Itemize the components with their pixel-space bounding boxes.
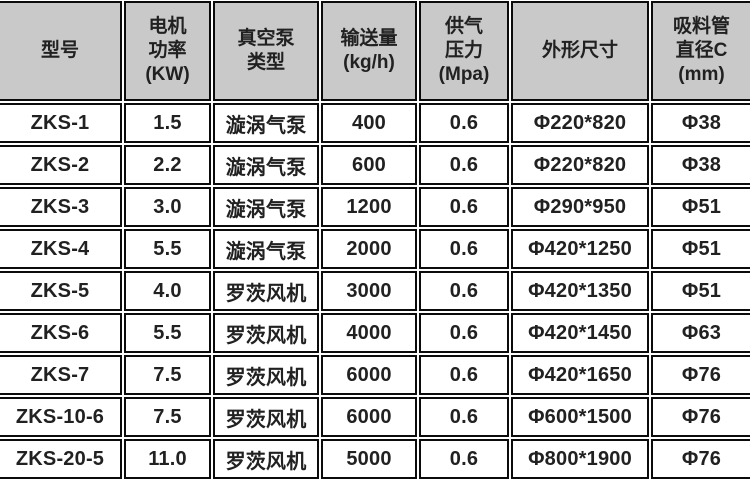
cell-capacity: 600 bbox=[321, 145, 417, 185]
cell-dimensions: Φ420*1250 bbox=[511, 229, 649, 269]
table-row: ZKS-20-5 11.0 罗茨风机 5000 0.6 Φ800*1900 Φ76 bbox=[0, 439, 750, 479]
cell-pump-type: 罗茨风机 bbox=[213, 439, 319, 479]
cell-pump-type: 漩涡气泵 bbox=[213, 187, 319, 227]
spec-table-body: ZKS-1 1.5 漩涡气泵 400 0.6 Φ220*820 Φ38 ZKS-2 2.2 漩涡气… bbox=[0, 103, 750, 479]
cell-motor-power: 2.2 bbox=[124, 145, 211, 185]
column-header-model: 型号 bbox=[0, 1, 122, 101]
cell-pump-type: 罗茨风机 bbox=[213, 397, 319, 437]
cell-air-pressure: 0.6 bbox=[419, 439, 509, 479]
cell-motor-power: 5.5 bbox=[124, 229, 211, 269]
table-row: ZKS-3 3.0 漩涡气泵 1200 0.6 Φ290*950 Φ51 bbox=[0, 187, 750, 227]
cell-dimensions: Φ420*1350 bbox=[511, 271, 649, 311]
column-header-motor-power: 电机 功率 (KW) bbox=[124, 1, 211, 101]
cell-capacity: 3000 bbox=[321, 271, 417, 311]
cell-dimensions: Φ290*950 bbox=[511, 187, 649, 227]
cell-pipe-diameter: Φ51 bbox=[651, 229, 750, 269]
cell-model: ZKS-20-5 bbox=[0, 439, 122, 479]
cell-capacity: 1200 bbox=[321, 187, 417, 227]
cell-pipe-diameter: Φ51 bbox=[651, 271, 750, 311]
cell-pipe-diameter: Φ38 bbox=[651, 103, 750, 143]
column-header-air-pressure: 供气 压力 (Mpa) bbox=[419, 1, 509, 101]
column-header-pump-type: 真空泵 类型 bbox=[213, 1, 319, 101]
cell-capacity: 5000 bbox=[321, 439, 417, 479]
cell-pump-type: 罗茨风机 bbox=[213, 313, 319, 353]
cell-model: ZKS-5 bbox=[0, 271, 122, 311]
cell-dimensions: Φ420*1650 bbox=[511, 355, 649, 395]
cell-pipe-diameter: Φ76 bbox=[651, 439, 750, 479]
cell-pipe-diameter: Φ38 bbox=[651, 145, 750, 185]
cell-motor-power: 3.0 bbox=[124, 187, 211, 227]
cell-pipe-diameter: Φ76 bbox=[651, 355, 750, 395]
table-row: ZKS-2 2.2 漩涡气泵 600 0.6 Φ220*820 Φ38 bbox=[0, 145, 750, 185]
cell-pump-type: 漩涡气泵 bbox=[213, 229, 319, 269]
column-header-dimensions: 外形尺寸 bbox=[511, 1, 649, 101]
table-row: ZKS-6 5.5 罗茨风机 4000 0.6 Φ420*1450 Φ63 bbox=[0, 313, 750, 353]
cell-capacity: 2000 bbox=[321, 229, 417, 269]
cell-pump-type: 漩涡气泵 bbox=[213, 103, 319, 143]
cell-model: ZKS-3 bbox=[0, 187, 122, 227]
cell-air-pressure: 0.6 bbox=[419, 229, 509, 269]
cell-motor-power: 1.5 bbox=[124, 103, 211, 143]
table-row: ZKS-10-6 7.5 罗茨风机 6000 0.6 Φ600*1500 Φ76 bbox=[0, 397, 750, 437]
cell-motor-power: 5.5 bbox=[124, 313, 211, 353]
table-row: ZKS-4 5.5 漩涡气泵 2000 0.6 Φ420*1250 Φ51 bbox=[0, 229, 750, 269]
cell-air-pressure: 0.6 bbox=[419, 397, 509, 437]
table-row: ZKS-1 1.5 漩涡气泵 400 0.6 Φ220*820 Φ38 bbox=[0, 103, 750, 143]
table-row: ZKS-7 7.5 罗茨风机 6000 0.6 Φ420*1650 Φ76 bbox=[0, 355, 750, 395]
cell-pipe-diameter: Φ63 bbox=[651, 313, 750, 353]
cell-dimensions: Φ420*1450 bbox=[511, 313, 649, 353]
table-row: ZKS-5 4.0 罗茨风机 3000 0.6 Φ420*1350 Φ51 bbox=[0, 271, 750, 311]
cell-model: ZKS-2 bbox=[0, 145, 122, 185]
cell-air-pressure: 0.6 bbox=[419, 355, 509, 395]
cell-capacity: 6000 bbox=[321, 397, 417, 437]
spec-table-header-row: 型号 电机 功率 (KW) 真空泵 类型 输送量 (kg/h) 供气 压力 (Mpa) 外… bbox=[0, 1, 750, 101]
cell-capacity: 4000 bbox=[321, 313, 417, 353]
cell-pump-type: 罗茨风机 bbox=[213, 355, 319, 395]
cell-model: ZKS-6 bbox=[0, 313, 122, 353]
cell-model: ZKS-7 bbox=[0, 355, 122, 395]
cell-pipe-diameter: Φ51 bbox=[651, 187, 750, 227]
column-header-pipe-diameter: 吸料管 直径C (mm) bbox=[651, 1, 750, 101]
cell-motor-power: 7.5 bbox=[124, 355, 211, 395]
cell-motor-power: 4.0 bbox=[124, 271, 211, 311]
cell-motor-power: 11.0 bbox=[124, 439, 211, 479]
cell-pump-type: 罗茨风机 bbox=[213, 271, 319, 311]
cell-dimensions: Φ800*1900 bbox=[511, 439, 649, 479]
cell-air-pressure: 0.6 bbox=[419, 103, 509, 143]
cell-dimensions: Φ220*820 bbox=[511, 145, 649, 185]
cell-air-pressure: 0.6 bbox=[419, 313, 509, 353]
cell-motor-power: 7.5 bbox=[124, 397, 211, 437]
spec-table-head: 型号 电机 功率 (KW) 真空泵 类型 输送量 (kg/h) 供气 压力 (Mpa) 外… bbox=[0, 1, 750, 101]
cell-model: ZKS-1 bbox=[0, 103, 122, 143]
cell-dimensions: Φ220*820 bbox=[511, 103, 649, 143]
cell-pipe-diameter: Φ76 bbox=[651, 397, 750, 437]
cell-air-pressure: 0.6 bbox=[419, 145, 509, 185]
cell-capacity: 6000 bbox=[321, 355, 417, 395]
column-header-capacity: 输送量 (kg/h) bbox=[321, 1, 417, 101]
cell-dimensions: Φ600*1500 bbox=[511, 397, 649, 437]
cell-air-pressure: 0.6 bbox=[419, 271, 509, 311]
cell-air-pressure: 0.6 bbox=[419, 187, 509, 227]
cell-model: ZKS-4 bbox=[0, 229, 122, 269]
cell-capacity: 400 bbox=[321, 103, 417, 143]
cell-model: ZKS-10-6 bbox=[0, 397, 122, 437]
cell-pump-type: 漩涡气泵 bbox=[213, 145, 319, 185]
